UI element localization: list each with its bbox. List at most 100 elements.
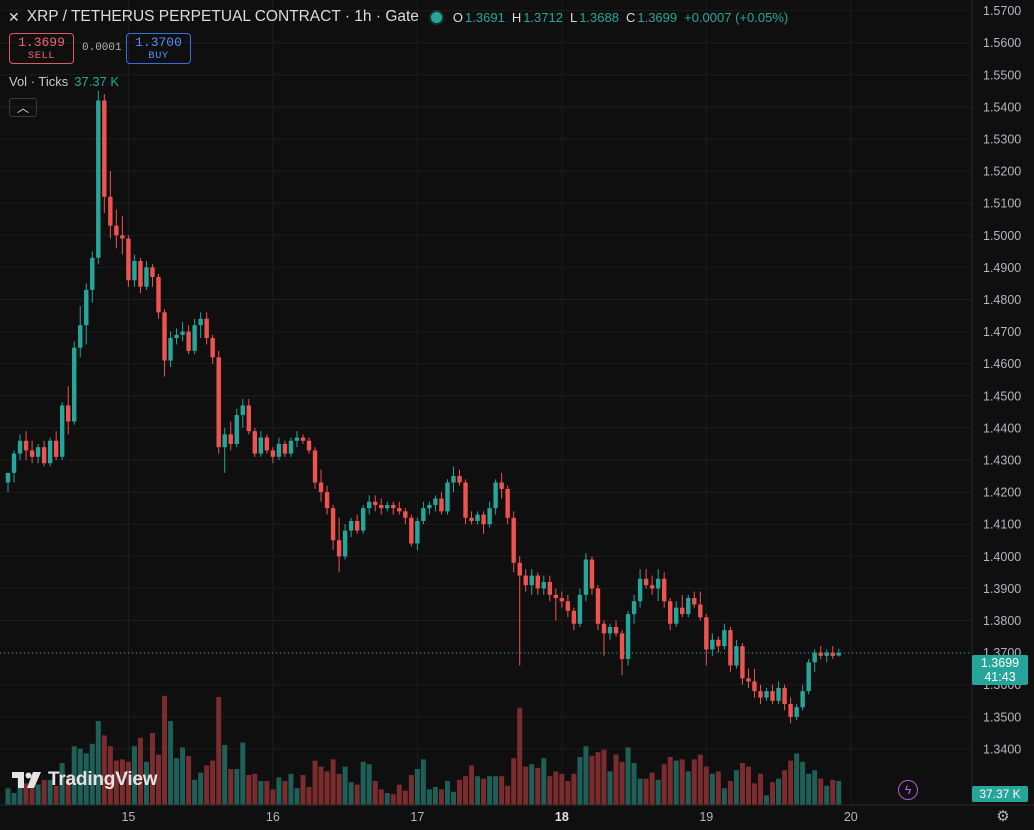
volume-bar: [583, 746, 589, 805]
candle-body: [752, 681, 757, 692]
time-tick-label: 16: [266, 810, 280, 824]
candle-body: [692, 598, 697, 605]
candle-body: [451, 476, 456, 483]
candle-body: [553, 594, 559, 599]
candle-body: [445, 482, 450, 512]
price-tick-label: 1.4200: [983, 486, 1021, 500]
volume-bar: [679, 759, 685, 805]
volume-bar: [276, 777, 282, 805]
volume-bar: [402, 790, 408, 805]
volume-bar: [812, 770, 818, 805]
candle-body: [704, 617, 709, 650]
sell-button[interactable]: 1.3699 SELL: [9, 33, 74, 64]
candle-body: [601, 623, 607, 634]
candle-body: [668, 601, 673, 624]
volume-bar: [216, 697, 222, 805]
volume-bar: [571, 773, 577, 805]
volume-bar: [282, 781, 288, 805]
volume-bar: [800, 761, 806, 805]
candle-body: [782, 687, 787, 704]
candle-body: [397, 508, 402, 512]
price-tick-label: 1.5500: [983, 68, 1021, 82]
candle-body: [812, 652, 817, 663]
lightning-icon[interactable]: ϟ: [898, 780, 918, 800]
volume-bar: [5, 788, 11, 805]
buy-button[interactable]: 1.3700 BUY: [126, 33, 191, 64]
volume-bar: [721, 788, 727, 805]
time-axis[interactable]: 15 16 17 18 19 20: [121, 810, 857, 824]
candle-body: [240, 405, 245, 416]
time-tick-label: 19: [699, 810, 713, 824]
candle-body: [360, 508, 366, 531]
price-tick-label: 1.3400: [983, 742, 1021, 756]
volume-bar: [727, 781, 733, 805]
candle-body: [710, 639, 715, 650]
volume-bar: [487, 776, 493, 805]
candle-body: [547, 582, 552, 595]
volume-bar: [228, 769, 234, 805]
volume-bar: [739, 763, 745, 805]
volume-bar: [348, 782, 354, 805]
volume-bar: [673, 760, 679, 805]
candle-body: [354, 521, 360, 531]
volume-bar: [65, 776, 71, 805]
volume-bar: [29, 784, 35, 805]
chevron-up-icon: ︿: [16, 101, 29, 115]
volume-bar: [378, 789, 384, 805]
volume-bar: [764, 795, 770, 805]
candle-body: [11, 453, 17, 473]
volume-bar: [192, 779, 198, 805]
volume-bar: [384, 793, 390, 805]
volume-bar: [643, 778, 649, 805]
volume-bar: [475, 776, 481, 805]
candle-body: [222, 434, 227, 448]
candle-body: [764, 691, 769, 698]
ohlc-values: O 1.3691 H 1.3712 L 1.3688 C 1.3699 +0.0007 …: [453, 10, 788, 25]
volume-bar: [294, 788, 300, 805]
volume-bar: [89, 743, 95, 805]
candle-body: [168, 338, 173, 361]
volume-bar: [601, 749, 607, 805]
volume-bar: [535, 767, 541, 805]
candle-body: [475, 514, 480, 522]
volume-bar: [619, 761, 625, 805]
candle-body: [246, 405, 251, 432]
chart-header: ✕ XRP / TETHERUS PERPETUAL CONTRACT · 1h…: [8, 6, 788, 28]
candle-body: [132, 260, 137, 281]
candle-body: [17, 440, 23, 454]
gear-icon[interactable]: ⚙: [996, 808, 1010, 825]
candle-body: [330, 508, 336, 541]
volume-bar: [11, 793, 17, 805]
volume-bar: [246, 775, 252, 805]
market-open-icon: [430, 11, 442, 23]
tradingview-logo[interactable]: TradingView: [12, 769, 158, 791]
volume-bar: [360, 761, 366, 805]
candle-body: [41, 447, 47, 464]
price-tick-label: 1.4700: [983, 325, 1021, 339]
volume-bar: [577, 757, 583, 805]
volume-bar: [499, 776, 505, 805]
volume-bar: [101, 735, 107, 805]
candle-body: [746, 678, 751, 682]
low-value: 1.3688: [579, 9, 619, 25]
collapse-legend-button[interactable]: ︿: [9, 98, 37, 117]
symbol-title[interactable]: XRP / TETHERUS PERPETUAL CONTRACT · 1h ·…: [26, 8, 419, 25]
volume-bar: [649, 772, 655, 805]
volume-bar: [589, 755, 595, 805]
candle-body: [487, 508, 492, 525]
candle-body: [264, 437, 270, 451]
candle-body: [625, 614, 631, 660]
volume-bar: [703, 766, 709, 805]
close-icon[interactable]: ✕: [8, 8, 20, 25]
candle-body: [571, 610, 577, 624]
volume-bar: [330, 759, 336, 805]
candle-body: [324, 492, 330, 509]
volume-bar: [595, 752, 601, 805]
candle-body: [529, 575, 534, 586]
candle-body: [818, 652, 823, 656]
price-tick-label: 1.5200: [983, 165, 1021, 179]
volume-bar: [168, 721, 174, 805]
volume-legend[interactable]: Vol · Ticks 37.37 K: [9, 74, 119, 89]
volume-bar: [523, 766, 529, 805]
